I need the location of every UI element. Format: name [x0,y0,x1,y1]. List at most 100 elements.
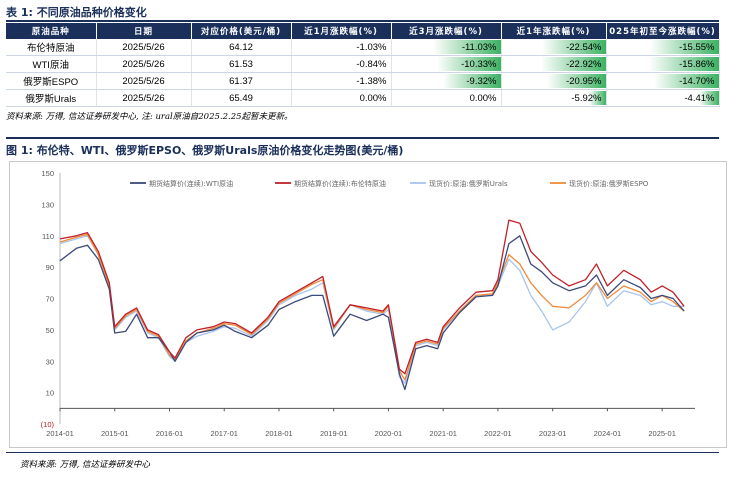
databar-value: 0.00% [469,92,497,104]
table-row: 俄罗斯ESPO 2025/5/26 61.37 -1.38% -9.32% -20.95%… [6,72,720,90]
databar-fill [649,57,719,71]
table-title: 表 1: 不同原油品种价格变化 [6,6,147,19]
figure-top-rule [6,137,719,139]
table-cell-name: 布伦特原油 [6,39,97,56]
table-cell-name: 俄罗斯Urals [6,89,97,107]
table-cell-ytd: -14.70% [606,72,720,90]
y-tick-label: 90 [46,263,54,272]
x-tick-label: 2014-01 [46,429,74,438]
table-cell-m3: -10.33% [391,55,502,73]
y-tick-label: 30 [46,357,54,366]
y-tick-label: 110 [42,232,54,241]
databar-fill [653,74,719,88]
table-top-rule [6,20,719,22]
x-tick-label: 2022-01 [484,429,512,438]
oil-price-line-chart: (10) 10 30 50 70 90 110 130 150 2014-01 2015-01 201… [41,169,695,438]
table-cell-price: 64.12 [191,39,292,56]
table-cell-y1: -22.54% [501,39,607,56]
table-cell-price: 61.37 [191,72,292,90]
databar-fill [436,57,501,71]
x-tick-label: 2025-01 [648,429,676,438]
table-cell-date: 2025/5/26 [96,89,192,107]
databar-fill [546,74,606,88]
databar-value: -11.03% [461,41,497,53]
legend-label: 现货价:原油:俄罗斯Urals [429,179,508,188]
col-header: 日期 [96,23,192,39]
figure-source-note: 资料来源: 万得, 信达证券研发中心 [20,460,150,470]
table-cell-name: 俄罗斯ESPO [6,72,97,90]
databar-fill [541,57,606,71]
table-cell-date: 2025/5/26 [96,39,192,56]
series-line [59,219,685,375]
databar-value: -22.54% [566,41,602,53]
table-cell-ytd: -4.41% [606,89,720,107]
databar-fill [432,40,501,54]
chart-frame: (10) 10 30 50 70 90 110 130 150 2014-01 2015-01 201… [9,161,727,448]
table-cell-price: 65.49 [191,89,292,107]
y-tick-label: 10 [46,389,54,398]
x-tick-label: 2015-01 [101,429,129,438]
col-header: 对应价格(美元/桶) [191,23,292,39]
databar-value: -4.41% [684,92,715,104]
table-cell-m3: 0.00% [391,89,502,107]
databar-fill [443,74,501,88]
y-tick-label: 70 [46,295,54,304]
col-header: 原油品种 [6,23,97,39]
table-cell-m1: -1.03% [291,39,392,56]
table-cell-ytd: -15.86% [606,55,720,73]
table-row: WTI原油 2025/5/26 61.53 -0.84% -10.33% -22.92% -… [6,55,720,73]
databar-value: -10.33% [461,58,497,70]
table-cell-y1: -20.95% [501,72,607,90]
table-cell-m1: -0.84% [291,55,392,73]
x-tick-label: 2023-01 [539,429,567,438]
table-cell-date: 2025/5/26 [96,72,192,90]
y-tick-label: 130 [41,200,54,209]
x-tick-label: 2024-01 [594,429,622,438]
legend-label: 现货价:原油:俄罗斯ESPO [569,179,649,188]
series-line [59,235,685,391]
price-change-table: 原油品种 日期 对应价格(美元/桶) 近1月涨跌幅(%) 近3月涨跌幅(%) 近… [6,23,720,107]
x-tick-label: 2020-01 [375,429,403,438]
x-tick-label: 2021-01 [429,429,457,438]
y-tick-label: (10) [41,420,55,429]
table-source-note: 资料来源: 万得, 信达证券研发中心, 注: ural原油自2025.2.25起… [6,112,293,122]
x-tick-label: 2017-01 [210,429,238,438]
series-line [59,233,685,381]
databar-value: -14.70% [679,75,715,87]
y-tick-label: 50 [46,326,54,335]
table-cell-m1: 0.00% [291,89,392,107]
databar-fill [699,91,719,105]
databar-fill [650,40,719,54]
databar-fill [542,40,606,54]
databar-value: -5.92% [571,92,602,104]
table-cell-date: 2025/5/26 [96,55,192,73]
col-header: 近3月涨跌幅(%) [391,23,502,39]
x-tick-label: 2016-01 [156,429,184,438]
databar-value: -15.55% [679,41,715,53]
databar-value: -9.32% [466,75,497,87]
databar-value: -20.95% [566,75,602,87]
table-row: 俄罗斯Urals 2025/5/26 65.49 0.00% 0.00% -5.92% -4… [6,89,720,107]
table-cell-m3: -11.03% [391,39,502,56]
legend-label: 期货结算价(连续):WTI原油 [149,179,233,188]
databar-fill [588,91,606,105]
figure-bottom-rule [6,452,719,453]
figure-title: 图 1: 布伦特、WTI、俄罗斯EPSO、俄罗斯Urals原油价格变化走势图(美… [6,144,404,157]
col-header: 025年初至今涨跌幅(%) [606,23,720,39]
table-cell-m3: -9.32% [391,72,502,90]
x-tick-label: 2019-01 [320,429,348,438]
table-cell-price: 61.53 [191,55,292,73]
table-cell-y1: -22.92% [501,55,607,73]
col-header: 近1月涨跌幅(%) [291,23,392,39]
legend-label: 期货结算价(连续):布伦特原油 [294,179,386,188]
col-header: 近1年涨跌幅(%) [501,23,607,39]
databar-value: -22.92% [566,58,602,70]
x-tick-label: 2018-01 [265,429,293,438]
table-row: 布伦特原油 2025/5/26 64.12 -1.03% -11.03% -22.54% -… [6,39,720,56]
y-tick-label: 150 [41,169,54,178]
table-cell-name: WTI原油 [6,55,97,73]
databar-value: -15.86% [679,58,715,70]
table-cell-ytd: -15.55% [606,39,720,56]
table-cell-m1: -1.38% [291,72,392,90]
table-header-row: 原油品种 日期 对应价格(美元/桶) 近1月涨跌幅(%) 近3月涨跌幅(%) 近… [6,23,720,39]
